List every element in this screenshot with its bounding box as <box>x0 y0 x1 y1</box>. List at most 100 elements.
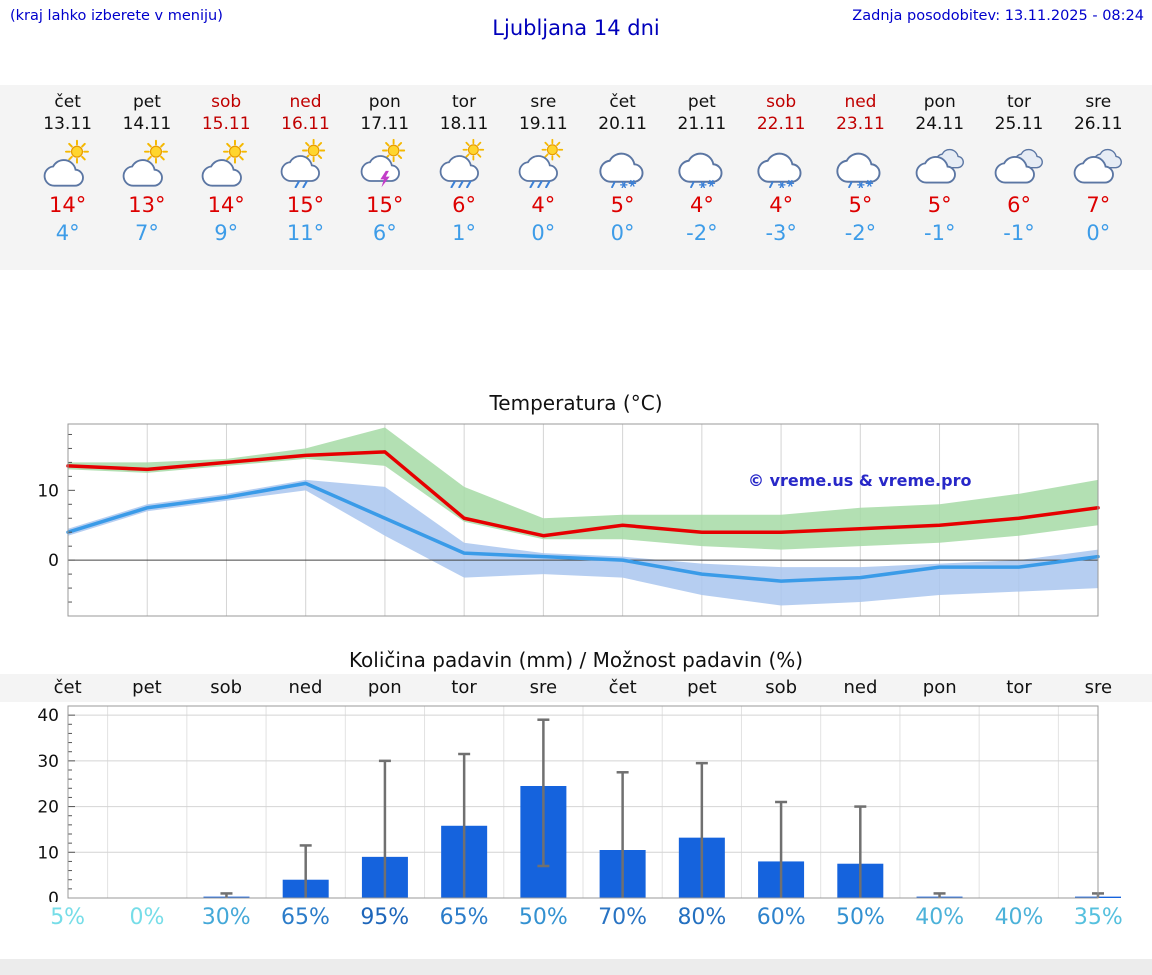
high-temp-value: 7° <box>1086 193 1111 217</box>
precip-day-labels: čet pet sob ned pon tor sre čet pet sob ned pon tor s… <box>0 674 1152 702</box>
high-temp-value: 15° <box>286 193 325 217</box>
precip-probability-value: 60% <box>756 905 806 930</box>
day-name-label: tor <box>452 92 477 112</box>
forecast-day-column: ned 23.11 5° -2° <box>821 85 900 270</box>
low-temp-value: -2° <box>686 221 718 245</box>
high-temp-value: 5° <box>610 193 635 217</box>
precip-day-label: pon <box>922 677 957 698</box>
precip-day-label: sre <box>529 677 558 698</box>
high-temp-value: 4° <box>769 193 794 217</box>
day-date-label: 19.11 <box>518 114 568 134</box>
y-axis-tick-label: 10 <box>37 481 59 501</box>
precip-day-label: ned <box>288 677 323 698</box>
day-name-label: pon <box>923 92 956 112</box>
precip-probability-value: 70% <box>598 905 648 930</box>
forecast-day-column: sre 19.11 4° 0° <box>504 85 583 270</box>
temperature-chart: 0 10 © vreme.us & vreme.pro <box>37 423 1100 617</box>
day-name-label: sob <box>766 92 797 112</box>
spacer <box>0 938 1152 959</box>
low-temp-value: 4° <box>55 221 80 245</box>
precipitation-chart-title: Količina padavin (mm) / Možnost padavin … <box>348 648 804 672</box>
day-name-label: tor <box>1006 92 1032 112</box>
day-date-label: 24.11 <box>915 114 965 134</box>
y-axis-tick-label: 10 <box>37 843 59 863</box>
forecast-day-column: pet 21.11 4° -2° <box>662 85 741 270</box>
high-temp-value: 15° <box>366 193 404 217</box>
footer-bar <box>0 959 1152 975</box>
day-name-label: sre <box>1085 92 1112 112</box>
y-axis-tick-label: 20 <box>37 798 59 818</box>
partly-cloudy-icon <box>120 138 174 188</box>
precip-day-label: čet <box>53 677 82 698</box>
high-temp-value: 4° <box>531 193 556 217</box>
sleet-icon <box>833 138 887 188</box>
precip-probability-value: 40% <box>915 905 965 930</box>
precip-probability-value: 95% <box>360 905 410 930</box>
sleet-icon <box>754 138 808 188</box>
day-date-label: 23.11 <box>836 114 885 134</box>
precip-probability-value: 80% <box>677 905 727 930</box>
day-date-label: 18.11 <box>439 114 489 134</box>
day-date-label: 14.11 <box>122 114 172 134</box>
forecast-day-column: čet 13.11 14° 4° <box>28 85 107 270</box>
low-temp-value: 1° <box>452 221 476 245</box>
day-date-label: 16.11 <box>281 114 330 134</box>
forecast-day-column: tor 25.11 6° -1° <box>979 85 1058 270</box>
low-temp-value: 0° <box>1086 221 1111 245</box>
partly-cloudy-icon <box>41 138 95 188</box>
day-name-label: ned <box>844 92 877 112</box>
high-temp-value: 6° <box>452 193 476 217</box>
day-name-label: pon <box>368 92 401 112</box>
high-temp-value: 14° <box>207 193 245 217</box>
precip-probability-value: 40% <box>994 905 1044 930</box>
low-temp-value: 0° <box>610 221 635 245</box>
forecast-day-column: sob 15.11 14° 9° <box>187 85 266 270</box>
heavy-rain-icon <box>516 138 570 188</box>
precip-day-label: ned <box>843 677 878 698</box>
forecast-day-column: čet 20.11 5° 0° <box>583 85 662 270</box>
day-date-label: 17.11 <box>360 114 410 134</box>
precip-day-label: pet <box>687 677 717 698</box>
last-updated: Zadnja posodobitev: 13.11.2025 - 08:24 <box>852 8 1144 24</box>
precip-day-label: tor <box>1006 677 1032 698</box>
day-date-label: 13.11 <box>43 114 92 134</box>
day-date-label: 15.11 <box>201 114 251 134</box>
precip-day-label: čet <box>608 677 637 698</box>
forecast-day-column: tor 18.11 6° 1° <box>424 85 503 270</box>
day-name-label: ned <box>289 92 322 112</box>
low-temp-value: 6° <box>372 221 397 245</box>
partly-cloudy-icon <box>199 138 253 188</box>
day-name-label: sre <box>530 92 557 112</box>
thunderstorm-icon <box>358 138 412 188</box>
sleet-icon <box>675 138 729 188</box>
watermark-link[interactable]: © vreme.us & vreme.pro <box>748 471 971 490</box>
precip-probability-value: 30% <box>201 905 251 930</box>
forecast-day-column: sob 22.11 4° -3° <box>742 85 821 270</box>
low-temp-value: 0° <box>531 221 556 245</box>
day-date-label: 22.11 <box>756 114 806 134</box>
y-axis-tick-label: 0 <box>48 889 59 902</box>
day-name-label: čet <box>609 92 636 112</box>
high-temp-value: 5° <box>848 193 873 217</box>
precip-probability-value: 5% <box>50 905 86 930</box>
day-name-label: pet <box>132 92 161 112</box>
precip-probability-value: 65% <box>281 905 330 930</box>
precipitation-chart: 0 10 20 30 40 <box>37 705 1121 902</box>
high-temp-value: 14° <box>49 193 87 217</box>
location-hint: (kraj lahko izberete v meniju) <box>10 8 223 24</box>
precip-day-label: pet <box>132 677 162 698</box>
precip-probability-value: 0% <box>129 905 165 930</box>
page-title: Ljubljana 14 dni <box>492 16 660 40</box>
day-name-label: pet <box>687 92 716 112</box>
cloudy-icon <box>992 138 1046 188</box>
page-header: (kraj lahko izberete v meniju) Ljubljana… <box>0 0 1152 85</box>
low-temp-value: 11° <box>286 221 325 245</box>
precip-probability-value: 50% <box>518 905 568 930</box>
temperature-chart-title: Temperatura (°C) <box>489 391 663 415</box>
day-name-label: čet <box>54 92 81 112</box>
high-temp-value: 4° <box>689 193 714 217</box>
forecast-day-column: pon 24.11 5° -1° <box>900 85 979 270</box>
precip-probability-value: 50% <box>836 905 885 930</box>
y-axis-tick-label: 30 <box>37 752 59 772</box>
precip-probability-value: 65% <box>439 905 489 930</box>
